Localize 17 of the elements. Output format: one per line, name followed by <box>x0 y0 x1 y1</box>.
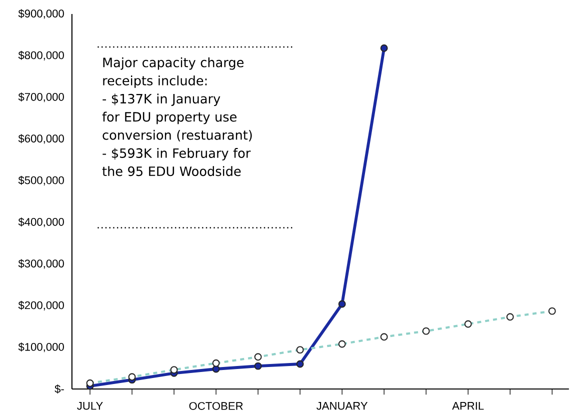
y-tick-label: $200,000 <box>18 300 64 310</box>
y-tick-label: $700,000 <box>18 92 64 102</box>
x-tick-label: JULY <box>77 402 103 410</box>
y-tick-label: $400,000 <box>18 218 64 228</box>
annotation: - $593K in February for the 95 EDU Woodside <box>102 148 251 176</box>
y-tick-label: $500,000 <box>18 176 64 186</box>
x-tick-label: JANUARY <box>316 402 368 410</box>
y-tick-label: $300,000 <box>18 259 64 269</box>
y-tick-label: $600,000 <box>18 134 64 144</box>
x-tick-label: OCTOBER <box>189 402 243 410</box>
x-tick-label: APRIL <box>452 402 484 410</box>
y-tick-label: $100,000 <box>18 342 64 352</box>
y-tick-label: $800,000 <box>18 50 64 60</box>
annotation: - $137K in January for EDU property use conversion (restuarant) <box>102 94 252 142</box>
y-tick-label: $900,000 <box>18 9 64 19</box>
y-tick-label: $- <box>54 384 64 394</box>
annotation: Major capacity charge receipts include: <box>103 57 244 88</box>
